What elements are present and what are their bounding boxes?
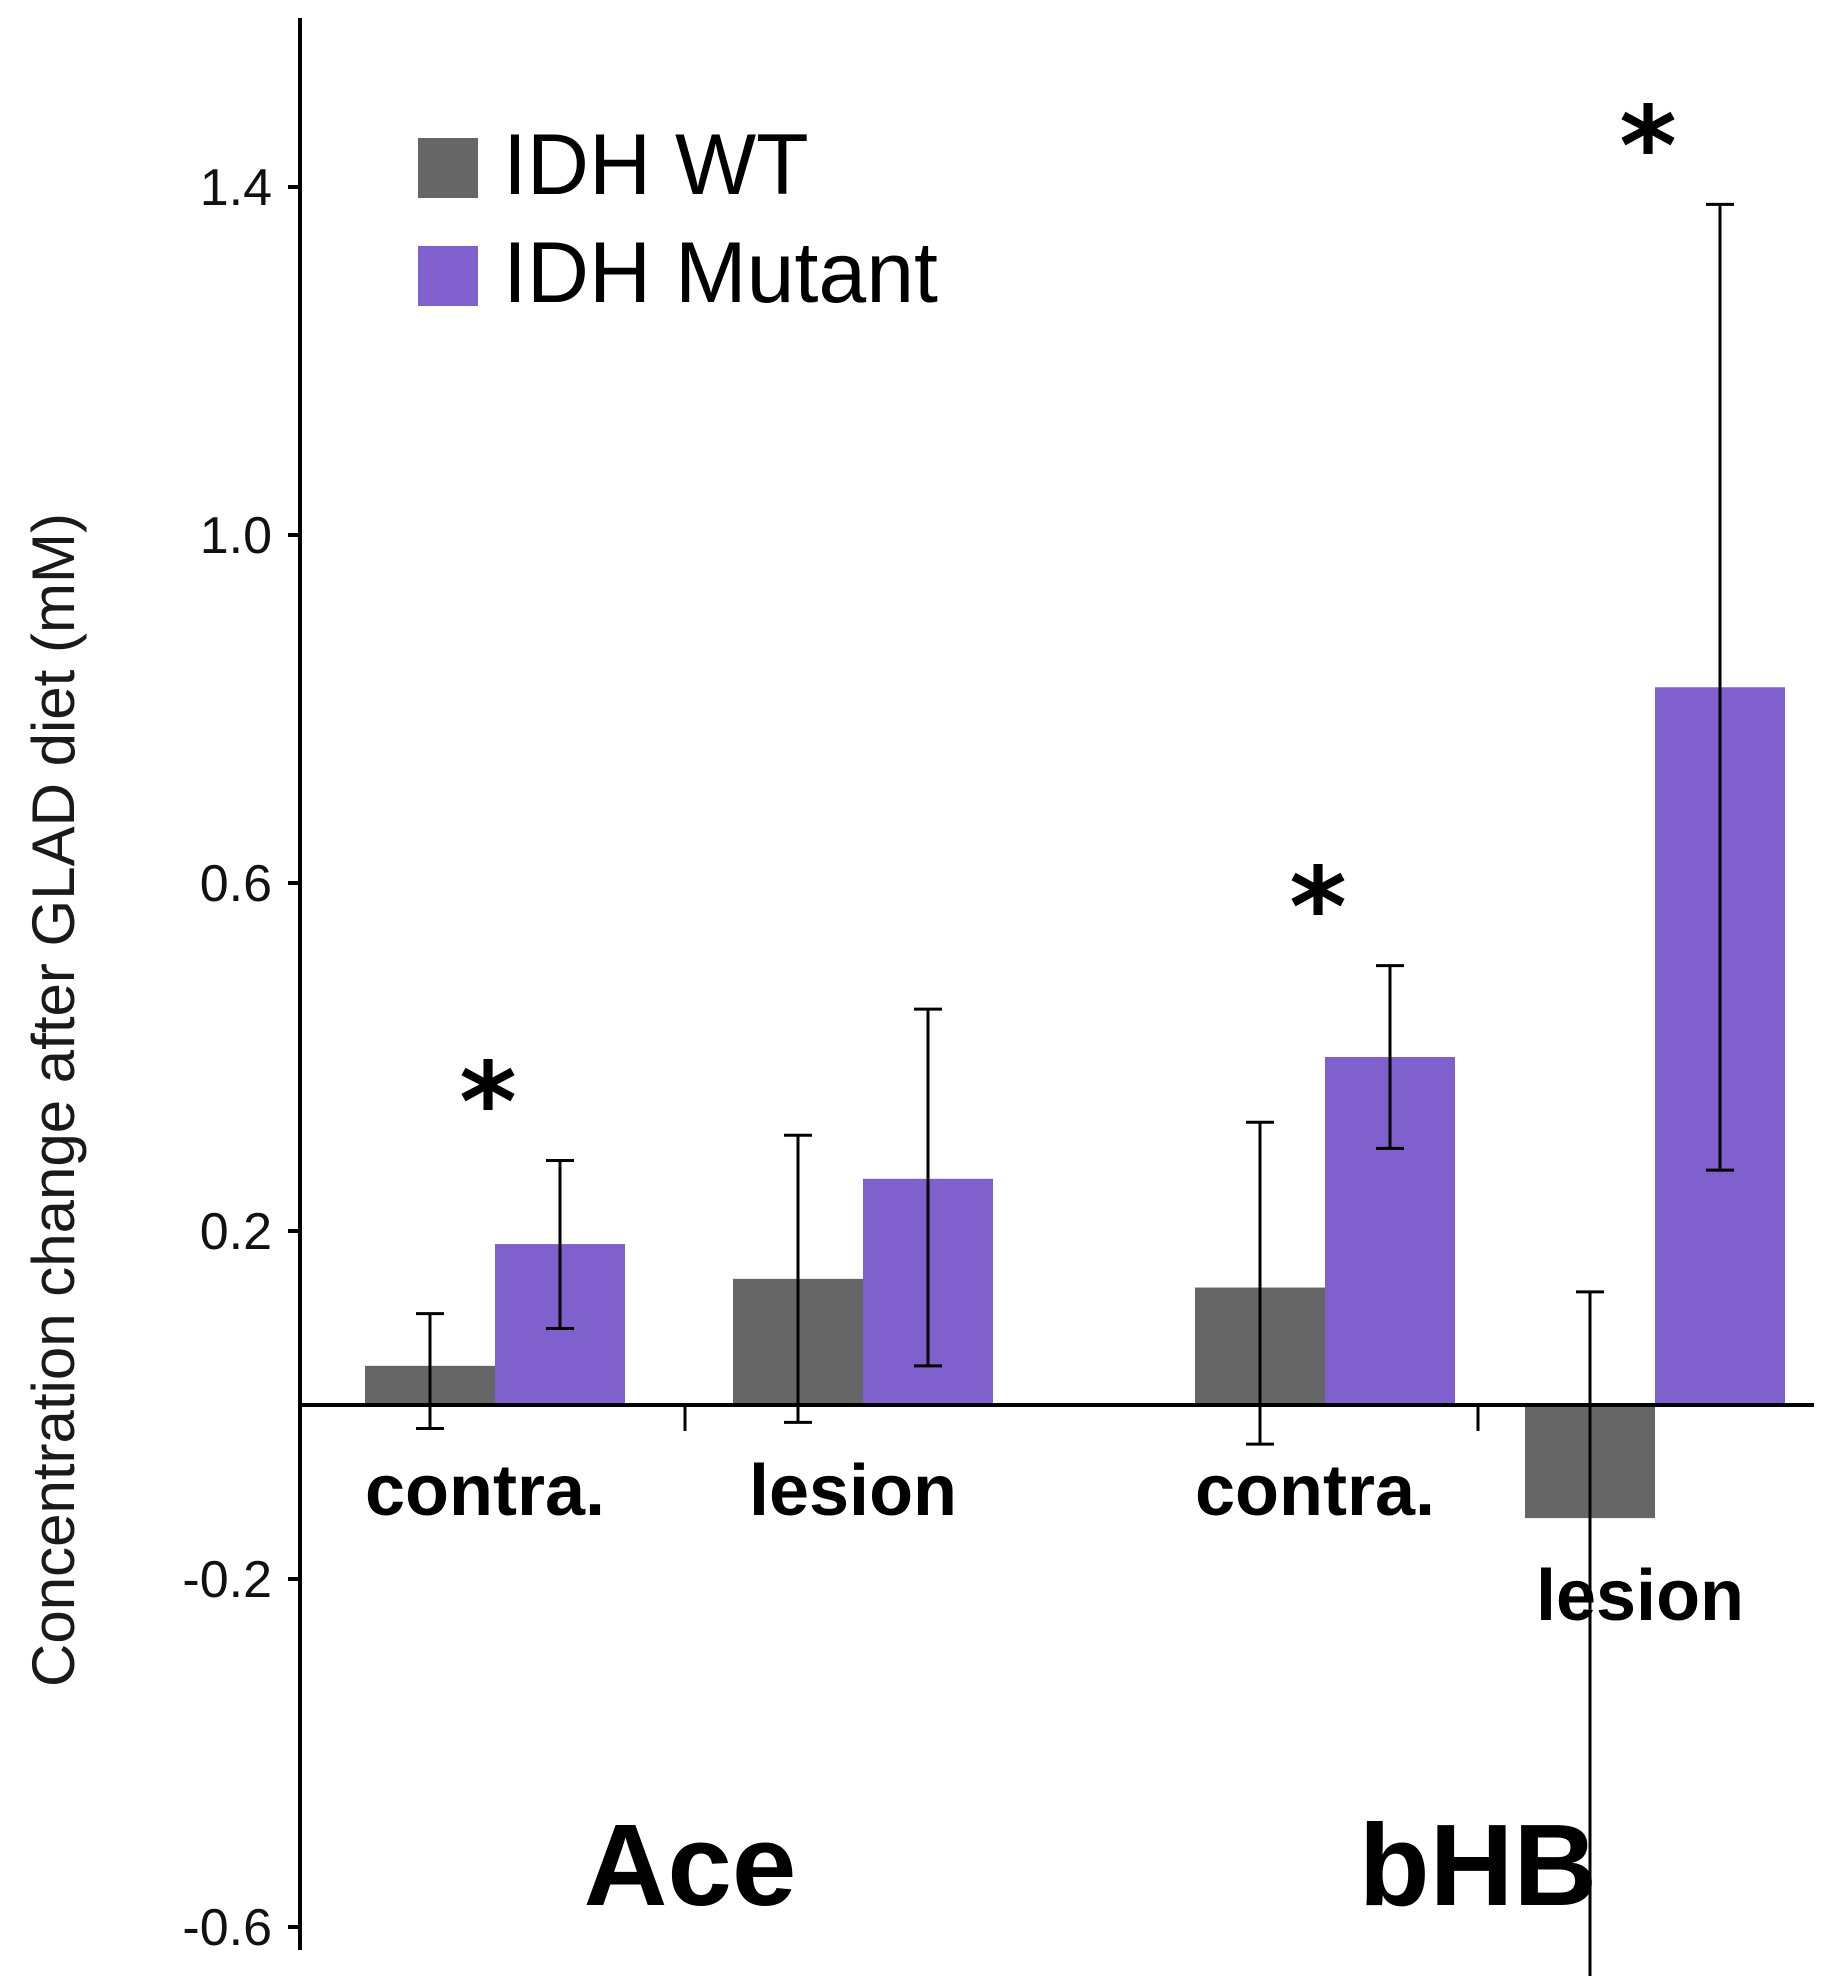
y-tick-label: -0.6 [182, 1899, 272, 1957]
legend-swatch [418, 138, 478, 198]
significance-star: * [459, 1039, 517, 1167]
significance-star: * [1619, 82, 1677, 210]
y-tick-label: -0.2 [182, 1551, 272, 1609]
significance-star: * [1289, 844, 1347, 972]
category-label: contra. [1195, 1451, 1435, 1531]
legend-swatch [418, 246, 478, 306]
legend-label: IDH Mutant [503, 225, 938, 321]
y-axis-title: Concentration change after GLAD diet (mM… [20, 513, 87, 1687]
y-tick-label: 1.4 [200, 159, 272, 217]
group-label: Ace [584, 1800, 797, 1930]
category-label: lesion [749, 1451, 957, 1531]
y-tick-label: 0.6 [200, 855, 272, 913]
y-tick-label: 1.0 [200, 507, 272, 565]
group-label: bHB [1359, 1800, 1597, 1930]
y-tick-label: 0.2 [200, 1203, 272, 1261]
legend-label: IDH WT [503, 117, 809, 213]
category-label: lesion [1536, 1556, 1744, 1636]
category-label: contra. [365, 1451, 605, 1531]
